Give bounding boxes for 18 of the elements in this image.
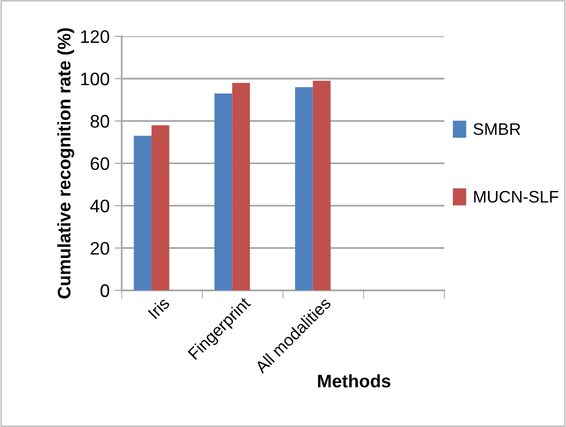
y-axis-title: Cumulative recognition rate (%) (57, 28, 74, 299)
y-tick-label: 0 (100, 284, 110, 298)
x-tick-label: Iris (147, 296, 170, 320)
y-tick-label: 40 (90, 200, 110, 212)
y-tick-label: 120 (81, 30, 110, 44)
legend-label: MUCN-SLF (474, 190, 558, 203)
bar (232, 82, 250, 290)
bar (152, 125, 170, 290)
bar (134, 136, 152, 290)
x-axis-title: Methods (318, 374, 390, 388)
bar (312, 80, 331, 290)
y-tick-label: 80 (90, 114, 110, 128)
y-tick-label: 100 (81, 72, 110, 86)
y-tick-label: 20 (90, 242, 110, 255)
legend-label: SMBR (474, 123, 520, 136)
y-tick-label: 60 (90, 157, 110, 170)
bar (295, 87, 313, 290)
bar (214, 93, 232, 290)
